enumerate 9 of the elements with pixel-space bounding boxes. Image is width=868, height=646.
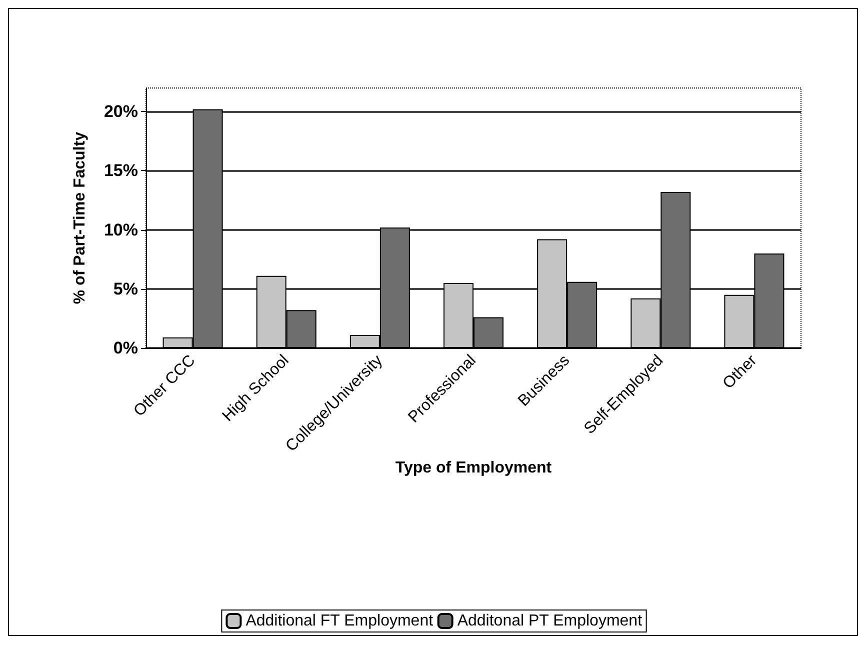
y-tick-label: 20%: [104, 102, 138, 122]
x-axis-title: Type of Employment: [395, 460, 552, 476]
y-tick-label: 0%: [113, 338, 138, 358]
y-tick-label: 5%: [113, 279, 138, 298]
legend-label: Additonal PT Employment: [457, 612, 643, 630]
y-axis-title: % of Part-Time Faculty: [72, 132, 88, 304]
y-tick-label: 15%: [104, 161, 138, 180]
legend-label: Additional FT Employment: [246, 612, 434, 630]
y-tick-label: 10%: [104, 220, 138, 240]
